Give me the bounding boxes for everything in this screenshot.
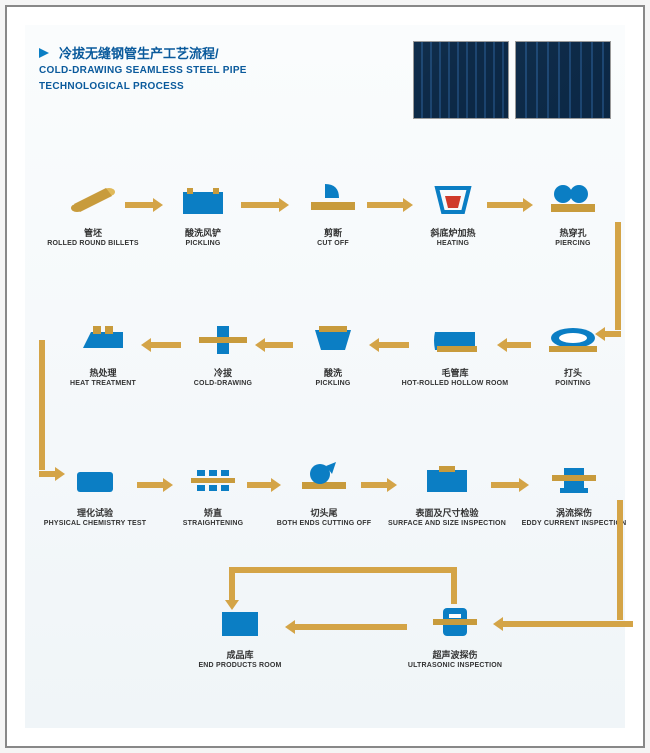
arrow — [451, 570, 457, 604]
photo-1 — [413, 41, 509, 119]
process-diagram: 管坯ROLLED ROUND BILLETS 酸洗风铲PICKLING 剪断CU… — [25, 170, 625, 728]
arrow — [137, 478, 173, 492]
arrow — [487, 198, 533, 212]
arrow — [225, 600, 239, 610]
arrow — [255, 338, 293, 352]
arrow — [241, 198, 289, 212]
title-zh: 冷拔无缝钢管生产工艺流程/ — [59, 43, 219, 62]
arrow — [39, 340, 45, 470]
title-arrow-icon — [39, 46, 53, 60]
step-cutoff: 剪断CUT OFF — [283, 180, 383, 247]
step-cold-drawing: 冷拔COLD-DRAWING — [173, 320, 273, 387]
arrow — [361, 478, 397, 492]
arrow — [491, 478, 529, 492]
arrow — [229, 567, 457, 573]
step-piercing: 热穿孔PIERCING — [523, 180, 623, 247]
step-ultrasonic: 超声波探伤ULTRASONIC INSPECTION — [395, 602, 515, 669]
step-hollow-room: 毛管库HOT-ROLLED HOLLOW ROOM — [395, 320, 515, 387]
step-rolled-billets: 管坯ROLLED ROUND BILLETS — [43, 180, 143, 247]
step-pointing: 打头POINTING — [523, 320, 623, 387]
arrow — [497, 338, 531, 352]
step-end-products: 成品库END PRODUCTS ROOM — [185, 602, 295, 669]
arrow — [285, 620, 407, 634]
step-pickling-2: 酸洗PICKLING — [283, 320, 383, 387]
arrow — [615, 222, 621, 330]
step-cutting-off: 切头尾BOTH ENDS CUTTING OFF — [267, 460, 381, 527]
step-heating: 斜底炉加热HEATING — [403, 180, 503, 247]
step-straightening: 矫直STRAIGHTENING — [163, 460, 263, 527]
arrow — [617, 500, 623, 620]
arrow — [229, 567, 235, 603]
arrow — [367, 198, 413, 212]
step-surface-inspection: 表面及尺寸检验SURFACE AND SIZE INSPECTION — [381, 460, 513, 527]
step-eddy-current: 涡流探伤EDDY CURRENT INSPECTION — [515, 460, 633, 527]
step-heat-treatment: 热处理HEAT TREATMENT — [53, 320, 153, 387]
arrow — [141, 338, 181, 352]
header-photos — [413, 41, 611, 119]
step-pickling-1: 酸洗风铲PICKLING — [153, 180, 253, 247]
arrow — [125, 198, 163, 212]
step-physical-test: 理化试验PHYSICAL CHEMISTRY TEST — [39, 460, 151, 527]
arrow — [247, 478, 281, 492]
arrow — [369, 338, 409, 352]
photo-2 — [515, 41, 611, 119]
